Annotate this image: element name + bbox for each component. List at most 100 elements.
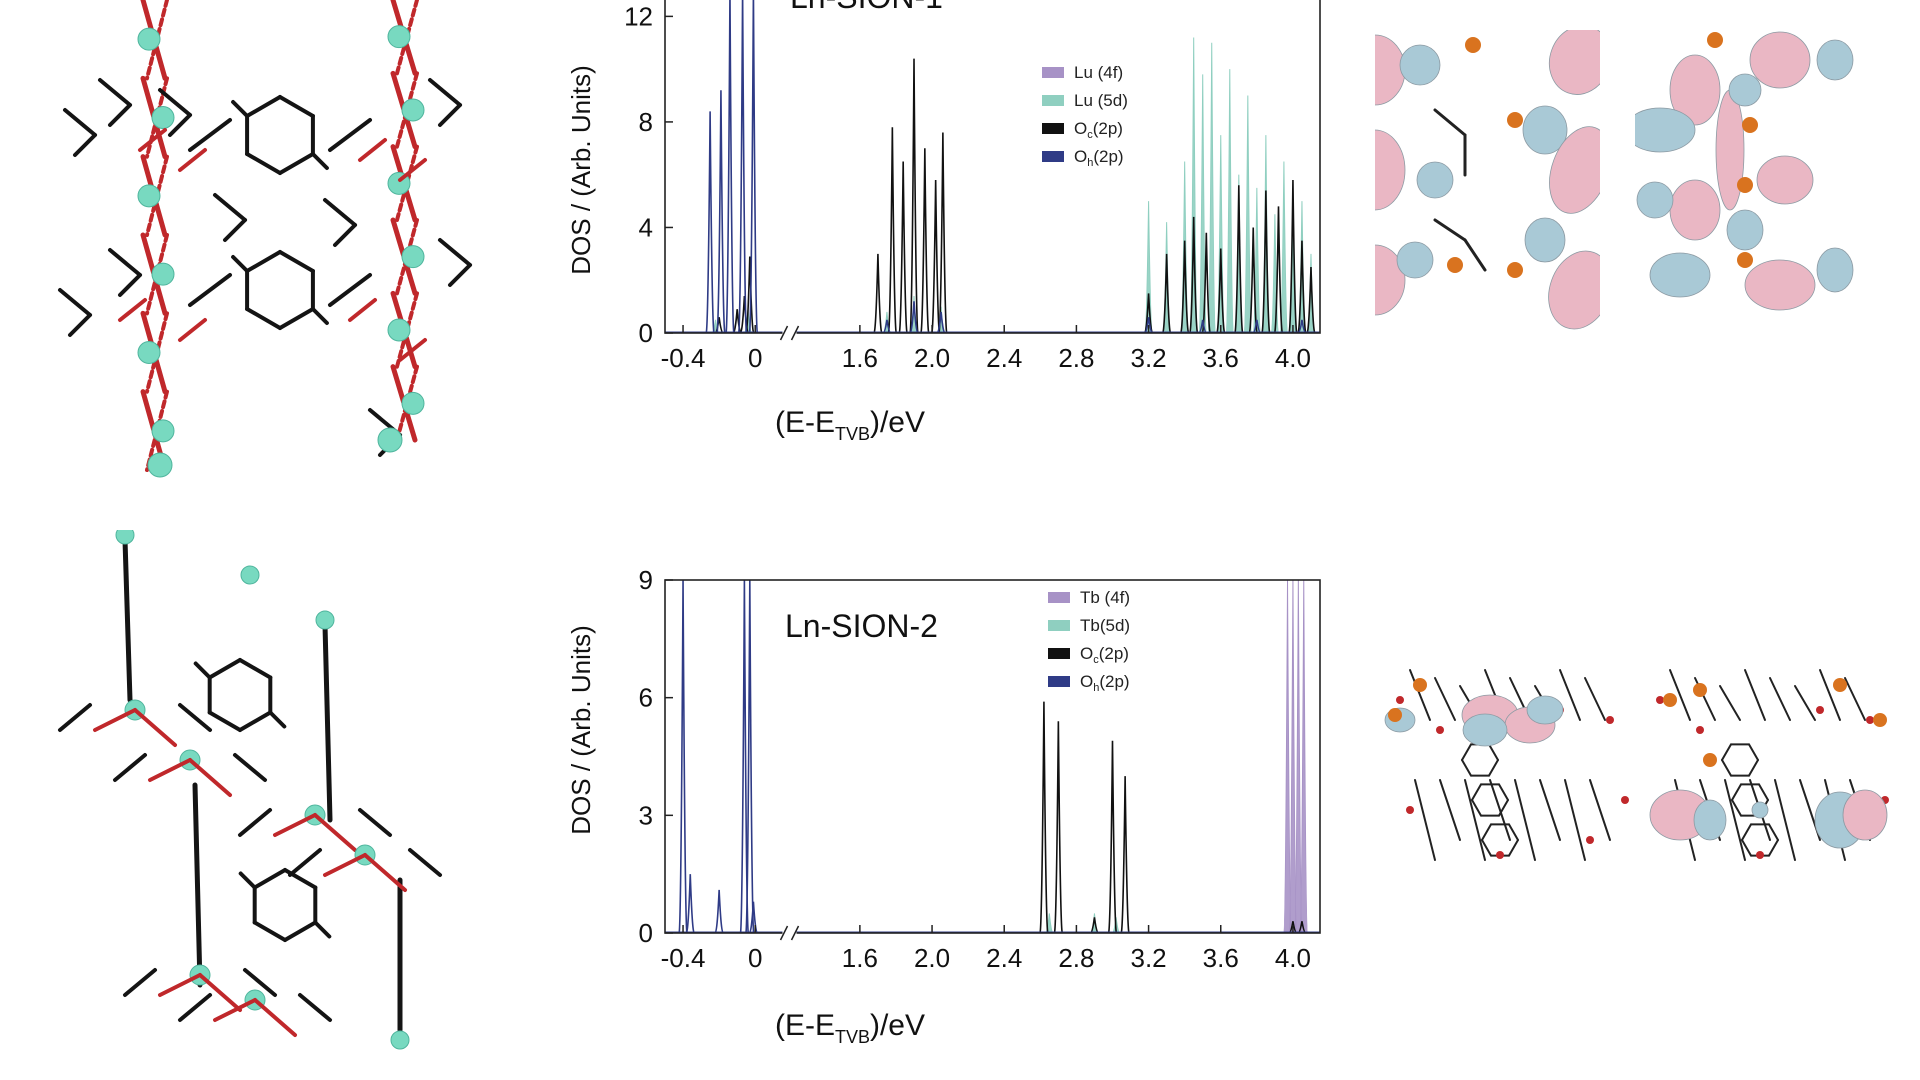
bond — [133, 708, 177, 747]
iodine-atom — [1873, 713, 1887, 727]
bond — [58, 703, 92, 732]
oxygen-atom — [1866, 716, 1874, 724]
bond — [1748, 759, 1759, 777]
bond — [108, 103, 132, 127]
bond — [252, 920, 287, 942]
legend-swatch — [1048, 620, 1070, 631]
x-tick-label: 4.0 — [1275, 943, 1311, 973]
x-axis-label: (E-ETVB)/eV — [775, 1009, 925, 1047]
bond — [363, 853, 407, 892]
bond — [428, 78, 462, 107]
y-tick-label: 4 — [639, 212, 653, 242]
x-tick-label: 3.2 — [1131, 343, 1167, 373]
bond — [188, 118, 232, 152]
x-tick-label: 0 — [748, 343, 762, 373]
bond — [1439, 779, 1461, 841]
bond — [1481, 839, 1492, 857]
dos-peak — [1161, 253, 1172, 333]
legend-label: Oh(2p) — [1080, 672, 1130, 694]
y-axis-label: DOS / (Arb. Units) — [566, 65, 596, 274]
bond — [118, 298, 147, 322]
negative-lobe — [1548, 250, 1600, 330]
iodine-atom — [1742, 117, 1758, 133]
metal-atom — [401, 391, 425, 415]
x-tick-label: 4.0 — [1275, 343, 1311, 373]
series-tb-4f- — [1283, 580, 1309, 933]
iodine-atom — [1703, 753, 1717, 767]
bond — [1589, 779, 1611, 841]
bond — [1769, 677, 1791, 721]
series-lu-5d- — [711, 37, 1316, 333]
bond — [1433, 108, 1467, 137]
bond — [283, 868, 318, 890]
positive-lobe — [1816, 247, 1854, 293]
bond — [1498, 783, 1509, 801]
legend-label: Lu (5d) — [1074, 91, 1128, 110]
positive-lobe — [1416, 161, 1454, 199]
metal-atom — [151, 106, 175, 129]
positive-lobe — [1726, 209, 1764, 251]
bond — [1498, 799, 1509, 817]
oxygen-atom — [1756, 851, 1764, 859]
iodine-atom — [1465, 37, 1481, 53]
legend-swatch — [1048, 592, 1070, 603]
x-tick-label: 3.6 — [1203, 943, 1239, 973]
dos-peak — [748, 901, 759, 933]
bond — [273, 813, 317, 837]
bond — [1741, 823, 1752, 841]
positive-lobe — [1396, 241, 1434, 279]
positive-lobe — [1636, 181, 1674, 219]
bond — [348, 298, 377, 322]
y-tick-label: 9 — [639, 565, 653, 595]
bond — [1584, 677, 1606, 721]
bond — [1564, 779, 1586, 861]
metal-atom — [115, 530, 135, 545]
axis-break-mark — [779, 925, 789, 941]
negative-lobe — [1375, 129, 1406, 211]
positive-lobe — [1526, 695, 1564, 725]
bond — [1464, 779, 1486, 861]
x-tick-label: 2.0 — [914, 343, 950, 373]
bond — [231, 100, 250, 118]
bond — [1669, 669, 1691, 721]
bond — [68, 313, 92, 337]
legend-swatch — [1048, 648, 1070, 659]
bond — [213, 998, 257, 1022]
bond — [168, 113, 192, 137]
positive-lobe — [1751, 801, 1769, 819]
x-tick-label: 2.8 — [1058, 343, 1094, 373]
bond — [398, 338, 427, 362]
plot-frame — [664, 579, 1321, 934]
bond — [118, 273, 142, 297]
dos-peak — [739, 296, 750, 333]
dos-peak — [1234, 185, 1244, 333]
bond — [1539, 779, 1561, 841]
bond — [252, 868, 287, 890]
dos-peak — [1179, 240, 1190, 333]
orbital-image-ln-sion-1-a — [1375, 30, 1600, 330]
dos-peak — [1144, 201, 1154, 333]
bond — [245, 152, 282, 175]
bond — [313, 920, 332, 939]
bond — [283, 920, 318, 942]
x-axis-label: (E-ETVB)/eV — [775, 406, 925, 444]
bond — [313, 813, 357, 852]
bond — [1481, 823, 1492, 841]
dos-peak — [678, 580, 688, 933]
bond — [1409, 669, 1431, 721]
iodine-atom — [1663, 693, 1677, 707]
iodine-atom — [1388, 708, 1402, 722]
positive-lobe — [1524, 217, 1566, 263]
chart-title: Ln-SION-1 — [790, 0, 943, 15]
bond — [358, 808, 392, 837]
bond — [231, 255, 250, 273]
positive-lobe — [1693, 799, 1727, 841]
bond — [93, 708, 137, 732]
legend-label: Tb (4f) — [1080, 588, 1130, 607]
bond — [322, 622, 333, 823]
bond — [333, 223, 357, 247]
metal-atom — [151, 262, 175, 286]
dos-peak — [873, 253, 883, 333]
dos-chart-ln-sion-1: Ln-SION-1 DOS / (Arb. Units) (E-ETVB)/eV… — [566, 0, 1321, 444]
bond — [178, 148, 207, 172]
